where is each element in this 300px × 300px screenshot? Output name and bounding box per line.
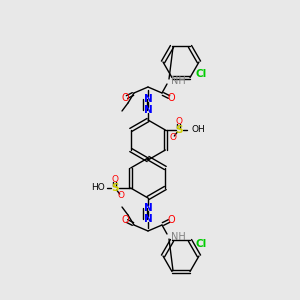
Text: N: N: [144, 203, 152, 213]
Text: O: O: [170, 134, 177, 142]
Text: S: S: [111, 183, 118, 193]
Text: N: N: [144, 94, 152, 104]
Text: Cl: Cl: [195, 69, 206, 79]
Text: NH: NH: [171, 232, 186, 242]
Text: OH: OH: [191, 125, 205, 134]
Text: Cl: Cl: [195, 239, 206, 249]
Text: O: O: [167, 215, 175, 225]
Text: HO: HO: [91, 184, 105, 193]
Text: N: N: [144, 105, 152, 115]
Text: O: O: [176, 118, 183, 127]
Text: O: O: [121, 93, 129, 103]
Text: N: N: [144, 214, 152, 224]
Text: O: O: [117, 191, 124, 200]
Text: O: O: [111, 176, 118, 184]
Text: NH: NH: [171, 76, 186, 86]
Text: O: O: [121, 215, 129, 225]
Text: O: O: [167, 93, 175, 103]
Text: S: S: [176, 125, 183, 135]
